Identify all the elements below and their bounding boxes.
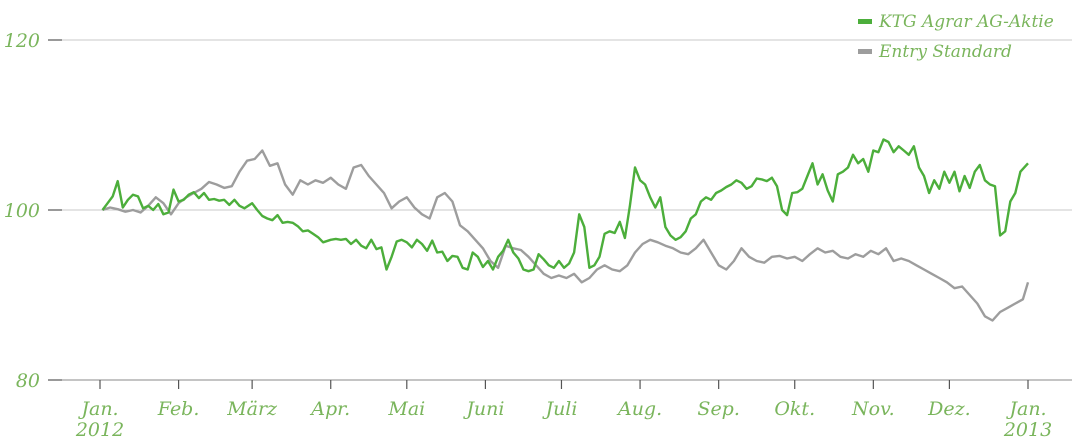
x-tick-label: Aug.: [616, 398, 662, 420]
x-tick-label: Okt.: [774, 398, 815, 420]
x-tick-label: Juli: [541, 398, 577, 420]
y-tick-label: 100: [4, 200, 40, 222]
series-lines: [101, 138, 1030, 322]
y-tick-label: 120: [4, 30, 40, 52]
x-tick-label: Sep.: [697, 398, 739, 420]
x-tick-year-label: 2012: [75, 419, 124, 439]
x-tick-label: Apr.: [309, 398, 350, 420]
x-tick-label: Mai: [387, 398, 425, 420]
legend-swatch: [858, 19, 872, 24]
y-tick-label: 80: [16, 370, 40, 392]
series-line-entry-standard: [102, 149, 1030, 322]
x-tick-label: Juni: [462, 398, 504, 420]
series-line-ktg-agrar-ag-aktie: [101, 138, 1029, 273]
legend: KTG Agrar AG-Aktie Entry Standard: [858, 12, 1054, 62]
legend-swatch: [858, 49, 872, 54]
x-tick-label: März: [226, 398, 278, 420]
x-tick-label: Jan.: [1005, 398, 1046, 420]
horizontal-gridlines: [62, 39, 1072, 381]
x-tick-label: Feb.: [157, 398, 200, 420]
legend-label: Entry Standard: [878, 42, 1012, 62]
x-tick-label: Dez.: [927, 398, 971, 420]
legend-label: KTG Agrar AG-Aktie: [878, 12, 1054, 32]
x-tick-label: Jan.: [77, 398, 118, 420]
x-tick-label: Nov.: [851, 398, 895, 420]
y-axis: 80 100 120: [4, 30, 62, 392]
x-tick-year-label: 2013: [1003, 419, 1052, 439]
